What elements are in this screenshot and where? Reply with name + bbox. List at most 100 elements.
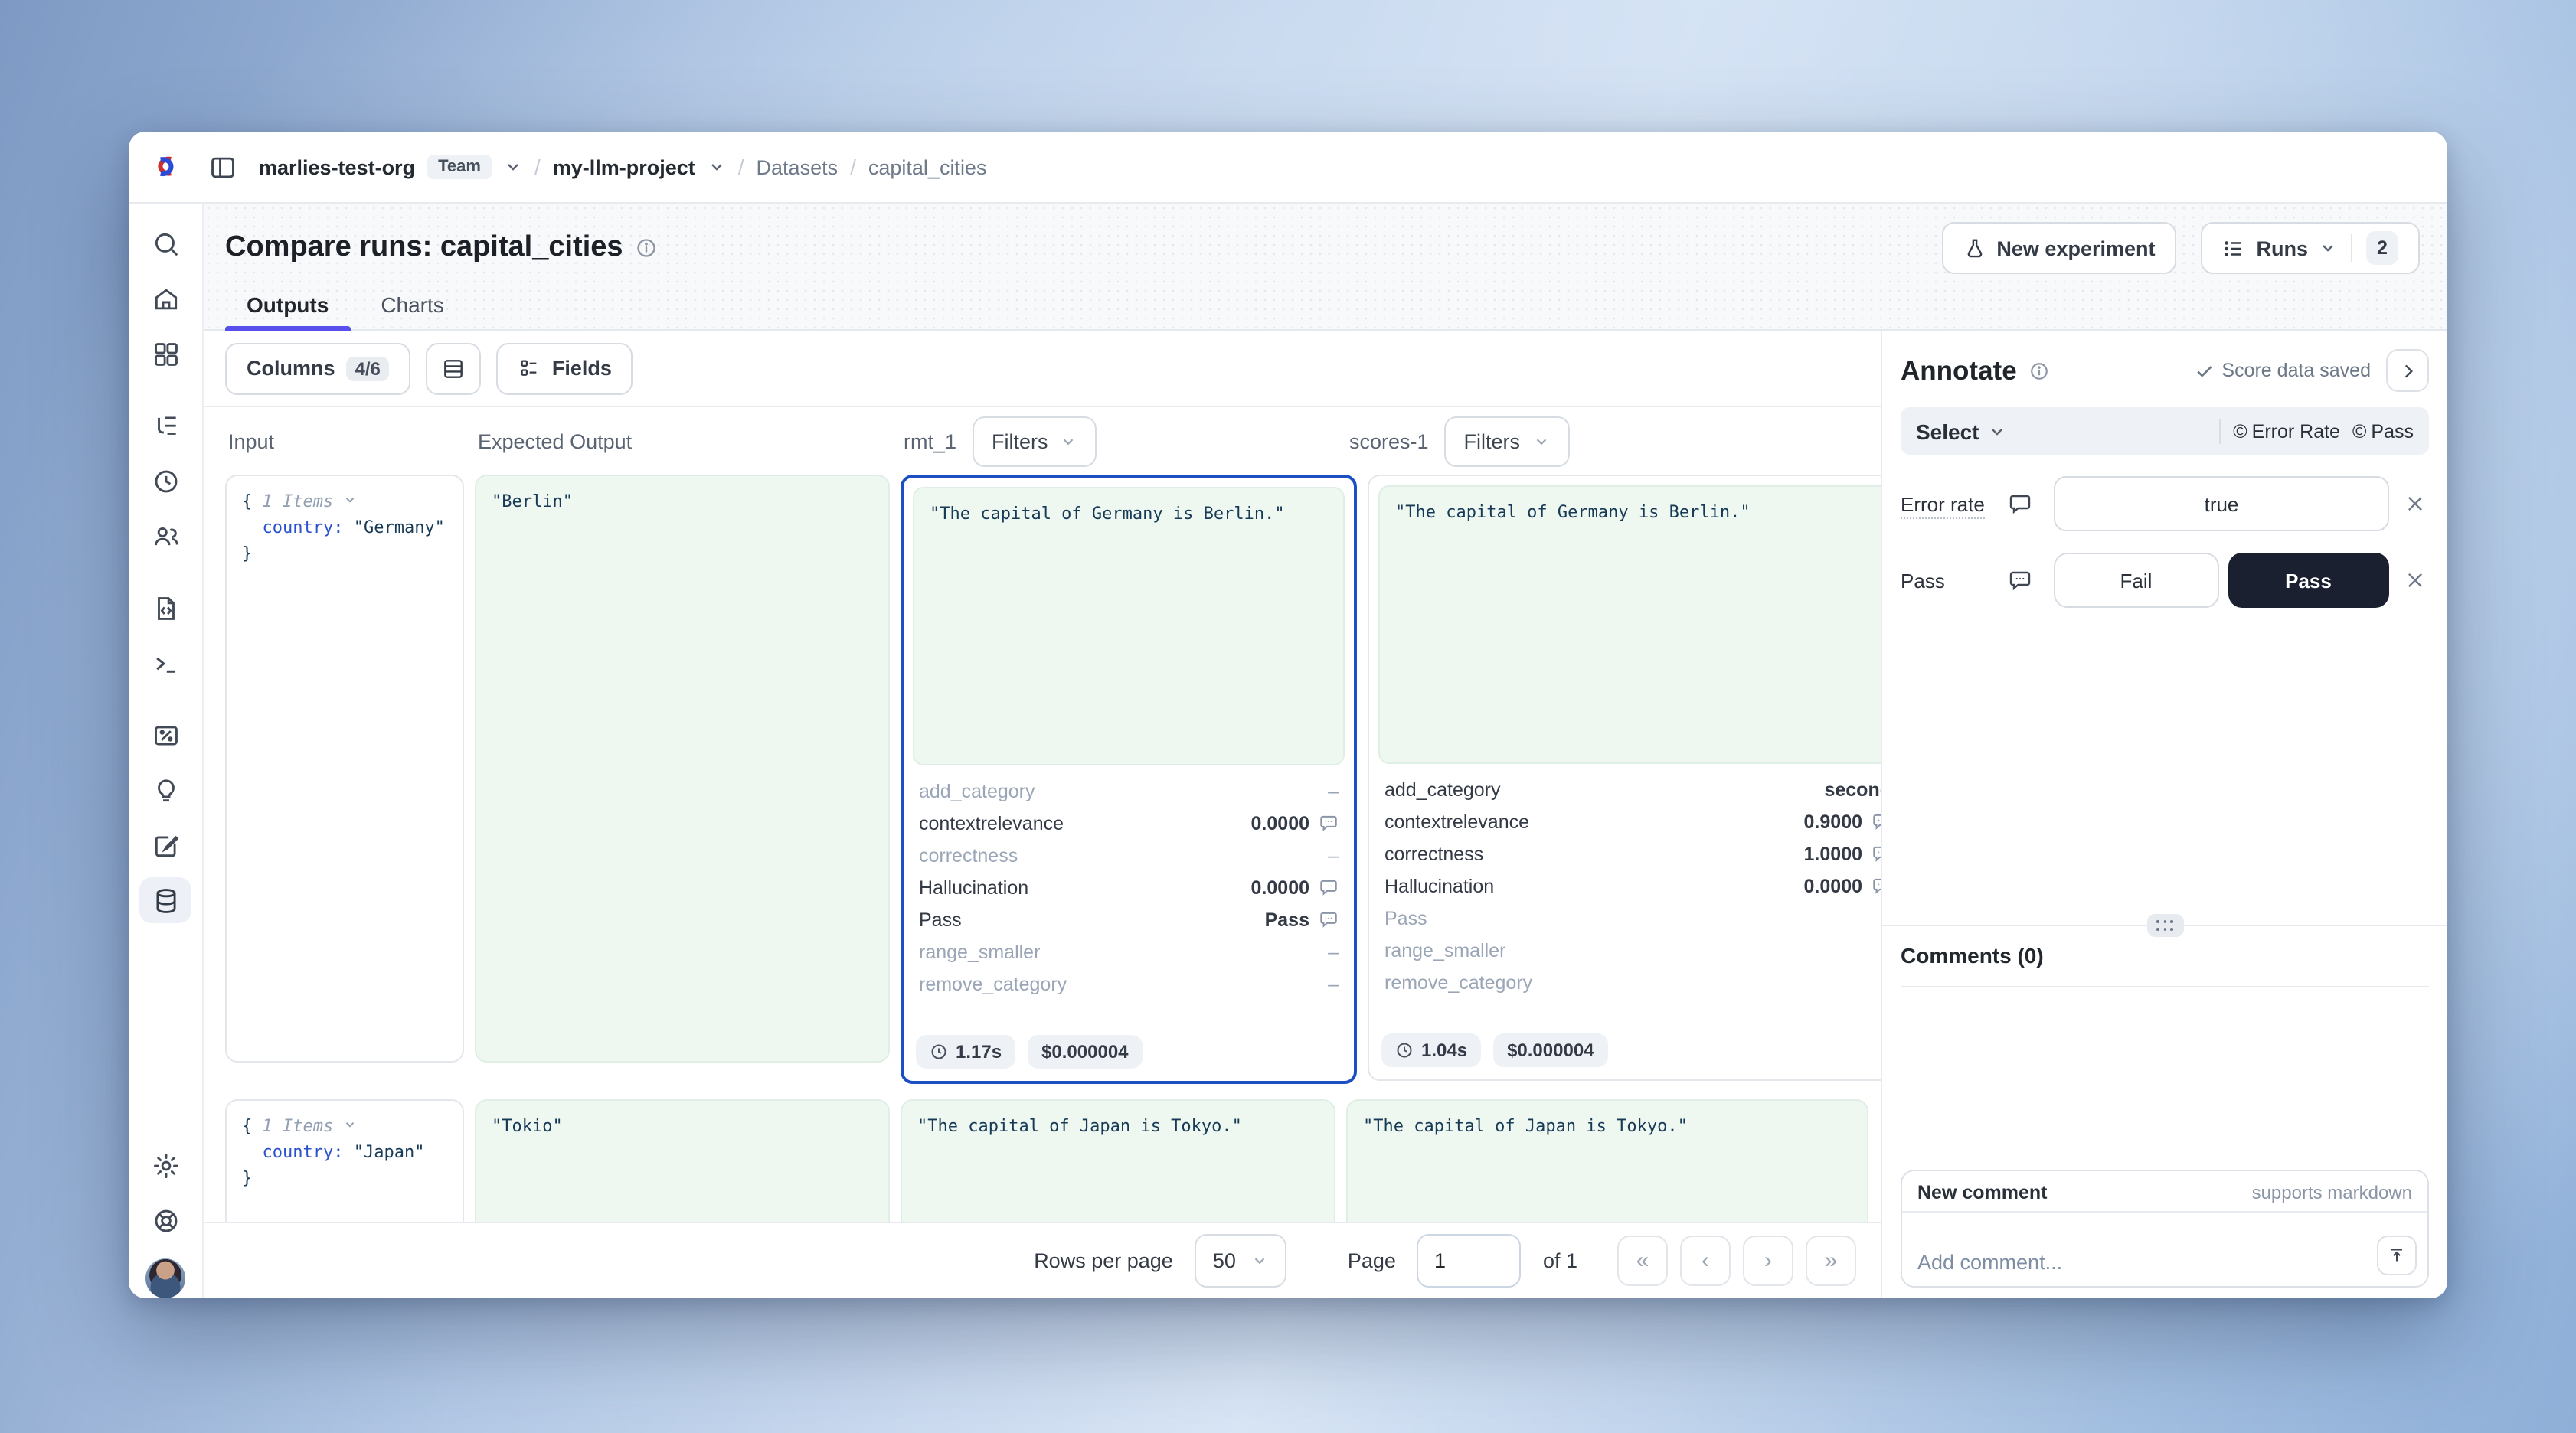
- comment-bubble-icon[interactable]: [1319, 877, 1339, 897]
- breadcrumb-page[interactable]: capital_cities: [868, 155, 987, 178]
- latency-pill: 1.04s: [1381, 1033, 1482, 1067]
- chevron-down-icon[interactable]: [343, 493, 357, 507]
- runs-button[interactable]: Runs 2: [2201, 222, 2420, 274]
- cost-pill: $0.000004: [1028, 1035, 1143, 1069]
- metric-row[interactable]: add_category second: [1384, 779, 1881, 800]
- collapse-panel-button[interactable]: [2386, 349, 2429, 392]
- lightbulb-icon[interactable]: [139, 767, 191, 813]
- terminal-icon[interactable]: [139, 640, 191, 686]
- error-rate-value-input[interactable]: [2054, 476, 2389, 531]
- teams-icon[interactable]: [139, 513, 191, 559]
- breadcrumb-org[interactable]: marlies-test-org: [259, 155, 416, 178]
- runs-count-badge: 2: [2366, 231, 2398, 265]
- metric-row[interactable]: Pass –: [1384, 907, 1427, 929]
- settings-gear-icon[interactable]: [139, 1142, 191, 1188]
- metric-row[interactable]: Hallucination 0.0000: [919, 871, 1339, 903]
- breadcrumb-project[interactable]: my-llm-project: [552, 155, 695, 178]
- metric-row[interactable]: remove_category –: [1384, 971, 1533, 993]
- datasets-database-icon[interactable]: [139, 877, 191, 923]
- first-page-button[interactable]: «: [1617, 1236, 1668, 1286]
- run1-filters-button[interactable]: Filters: [972, 416, 1097, 466]
- fields-button[interactable]: Fields: [496, 342, 633, 394]
- next-page-button[interactable]: ›: [1743, 1236, 1793, 1286]
- org-logo[interactable]: [129, 153, 202, 181]
- help-lifebuoy-icon[interactable]: [139, 1197, 191, 1243]
- new-experiment-label: New experiment: [1996, 237, 2156, 260]
- metric-row[interactable]: range_smaller –: [1384, 939, 1506, 961]
- columns-button[interactable]: Columns 4/6: [225, 342, 411, 394]
- metric-row[interactable]: range_smaller –: [919, 941, 1339, 962]
- input-cell[interactable]: { 1 Items country: "Germany" }: [225, 475, 464, 1063]
- tab-bar: Outputs Charts: [204, 283, 466, 331]
- chevron-down-icon: [1254, 1258, 1265, 1265]
- comment-bubble-icon[interactable]: [1872, 811, 1881, 831]
- json-items-badge[interactable]: 1 Items: [262, 491, 334, 511]
- comment-bubble-icon[interactable]: [1319, 909, 1339, 929]
- comment-bubble-dots-icon[interactable]: [2008, 568, 2032, 592]
- expected-output-cell[interactable]: "Tokio": [475, 1099, 890, 1222]
- breadcrumb-section[interactable]: Datasets: [756, 155, 839, 178]
- fail-button[interactable]: Fail: [2054, 553, 2218, 608]
- chevron-down-icon[interactable]: [504, 158, 522, 176]
- run2-filters-button[interactable]: Filters: [1443, 416, 1570, 466]
- metric-row[interactable]: add_category –: [919, 780, 1339, 801]
- input-cell[interactable]: { 1 Items country: "Japan" }: [225, 1099, 464, 1222]
- comment-input[interactable]: [1902, 1213, 2427, 1286]
- run2-output-cell[interactable]: "The capital of Japan is Tokyo.": [1346, 1099, 1868, 1222]
- rows-per-page-select[interactable]: 50: [1194, 1234, 1286, 1288]
- metric-row[interactable]: correctness –: [919, 844, 1339, 866]
- pass-button[interactable]: Pass: [2228, 553, 2389, 608]
- comparison-table: Input Expected Output rmt_1 Filters: [204, 407, 1881, 1222]
- scorer-chip-pass[interactable]: © Pass: [2352, 420, 2414, 442]
- column-header-input: Input: [228, 429, 275, 452]
- search-icon[interactable]: [139, 220, 191, 266]
- comment-bubble-icon[interactable]: [1319, 813, 1339, 833]
- page-number-input[interactable]: [1417, 1234, 1522, 1288]
- org-type-badge: Team: [427, 155, 492, 179]
- scorer-chip-error-rate[interactable]: © Error Rate: [2233, 420, 2340, 442]
- metric-row[interactable]: contextrelevance 0.9000: [1384, 805, 1881, 837]
- json-items-badge[interactable]: 1 Items: [262, 1116, 334, 1136]
- metric-row[interactable]: Hallucination 0.0000: [1384, 870, 1881, 902]
- resize-drag-handle[interactable]: [2146, 914, 2183, 937]
- row-height-button[interactable]: [426, 342, 482, 394]
- submit-comment-button[interactable]: [2377, 1236, 2417, 1275]
- breadcrumb-separator: /: [737, 155, 744, 179]
- metric-row[interactable]: contextrelevance 0.0000: [919, 807, 1339, 839]
- previous-page-button[interactable]: ‹: [1680, 1236, 1731, 1286]
- home-icon[interactable]: [139, 276, 191, 322]
- trace-tree-icon[interactable]: [139, 403, 191, 449]
- tab-charts[interactable]: Charts: [381, 292, 444, 317]
- chevron-down-icon[interactable]: [343, 1118, 357, 1131]
- comment-bubble-icon[interactable]: [2008, 491, 2032, 516]
- evaluations-icon[interactable]: [139, 712, 191, 758]
- expected-output-cell[interactable]: "Berlin": [475, 475, 890, 1063]
- comments-title: Comments (0): [1901, 943, 2429, 987]
- clear-error-rate-button[interactable]: [2401, 490, 2429, 517]
- comment-bubble-icon[interactable]: [1872, 876, 1881, 896]
- clear-pass-button[interactable]: [2401, 566, 2429, 594]
- sidebar-toggle-icon[interactable]: [202, 146, 244, 188]
- artifact-file-icon[interactable]: [139, 585, 191, 631]
- apps-grid-icon[interactable]: [139, 331, 191, 377]
- history-clock-icon[interactable]: [139, 458, 191, 504]
- run2-output-cell[interactable]: "The capital of Germany is Berlin." add_…: [1368, 475, 1881, 1081]
- scorer-select-dropdown[interactable]: Select: [1916, 419, 2007, 443]
- metric-row[interactable]: correctness 1.0000: [1384, 837, 1881, 870]
- run1-output-cell-selected[interactable]: "The capital of Germany is Berlin." add_…: [901, 475, 1357, 1084]
- chevron-down-icon[interactable]: [708, 158, 726, 176]
- metric-row[interactable]: Pass Pass: [919, 903, 1339, 935]
- info-icon[interactable]: [636, 237, 657, 259]
- info-icon[interactable]: [2029, 361, 2049, 380]
- reports-icon[interactable]: [139, 822, 191, 868]
- user-avatar[interactable]: [145, 1258, 185, 1298]
- row-height-icon: [445, 359, 463, 377]
- tab-outputs[interactable]: Outputs: [225, 283, 350, 331]
- run1-output-cell[interactable]: "The capital of Japan is Tokyo.": [901, 1099, 1335, 1222]
- results-main: Columns 4/6 Fields: [204, 331, 1881, 1298]
- comment-bubble-icon[interactable]: [1872, 844, 1881, 863]
- last-page-button[interactable]: »: [1806, 1236, 1856, 1286]
- new-experiment-button[interactable]: New experiment: [1941, 222, 2177, 274]
- score-saved-status: Score data saved: [2194, 360, 2371, 381]
- metric-row[interactable]: remove_category –: [919, 973, 1339, 994]
